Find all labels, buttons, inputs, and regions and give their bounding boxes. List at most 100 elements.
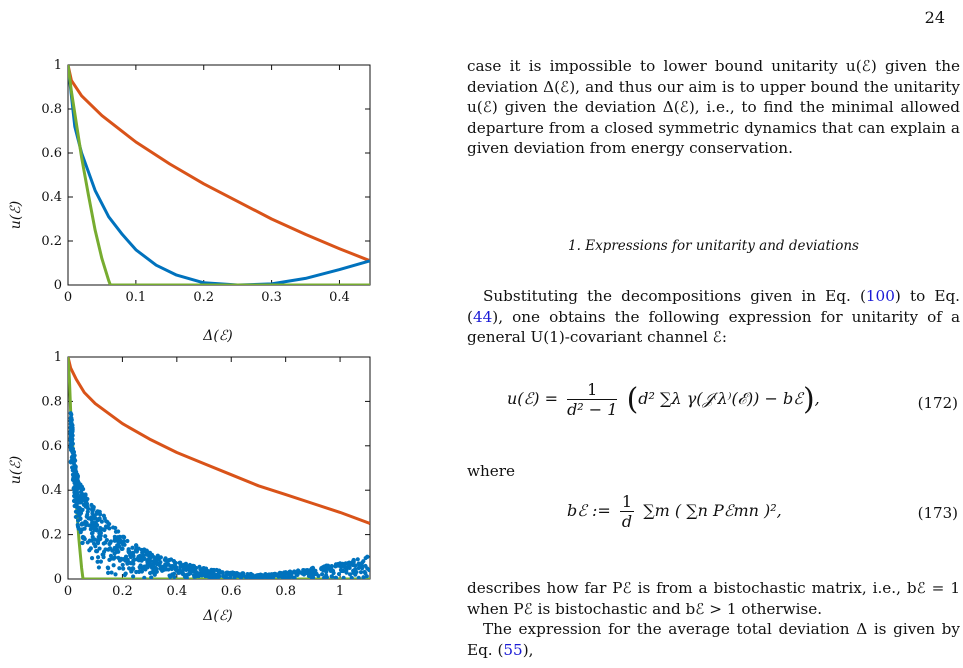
plot-top-axes: 0 0.2 0.4 0.6 0.8 1 0 0.1 0.2 0.3 0.4 bbox=[41, 58, 371, 305]
plot-bottom-scatter-point bbox=[90, 520, 95, 525]
eq172-frac-num: 1 bbox=[567, 380, 618, 400]
plot-bottom-scatter-point bbox=[116, 529, 121, 534]
plot-bottom-scatter-point bbox=[76, 518, 81, 523]
plot-bottom-scatter-point bbox=[80, 540, 85, 545]
plot-bottom-scatter-point bbox=[126, 547, 131, 552]
plot-bottom-scatter-point bbox=[296, 569, 301, 574]
plot-bottom-scatter-point bbox=[98, 533, 103, 538]
plot-top-ylabel: u(ℰ) bbox=[8, 201, 24, 229]
plot-top-ytick-label: 0.8 bbox=[41, 102, 62, 117]
page-number: 24 bbox=[924, 8, 945, 27]
plot-top-data bbox=[68, 65, 370, 285]
plot-bottom-scatter-point bbox=[339, 568, 344, 574]
plot-top-ytick-label: 1 bbox=[54, 58, 62, 73]
plot-bottom-scatter-point bbox=[120, 546, 125, 551]
plot-bottom-scatter-point bbox=[73, 458, 78, 463]
plot-bottom-series-line bbox=[68, 357, 370, 579]
plot-bottom-scatter-point bbox=[75, 472, 80, 477]
plot-bottom-scatter-point bbox=[347, 572, 353, 577]
plot-bottom-scatter-point bbox=[103, 524, 109, 529]
plot-bottom-scatter-point bbox=[361, 559, 366, 564]
plot-bottom-scatter-point bbox=[112, 546, 117, 552]
plot-bottom-scatter-point bbox=[238, 573, 243, 579]
ref-eq-44[interactable]: 44 bbox=[472, 307, 493, 326]
para2-part-b: ) to Eq. ( bbox=[467, 287, 961, 326]
plot-bottom-scatter-point bbox=[148, 554, 153, 559]
plot-bottom-scatter-point bbox=[144, 552, 149, 557]
plot-bottom-scatter-point bbox=[158, 560, 163, 565]
plot-bottom-scatter-point bbox=[293, 570, 298, 575]
plot-bottom-scatter-point bbox=[277, 573, 282, 578]
eq173-lhs: bℰ := bbox=[567, 501, 611, 520]
plot-bottom-scatter-point bbox=[98, 559, 104, 564]
plot-bottom-scatter-point bbox=[85, 540, 90, 545]
plot-bottom-scatter-point bbox=[129, 561, 134, 566]
plot-bottom-xtick-label: 1 bbox=[336, 584, 344, 599]
plot-bottom-scatter-point bbox=[108, 553, 114, 558]
plot-bottom-scatter-point bbox=[338, 564, 344, 570]
plot-bottom-scatter-point bbox=[356, 561, 361, 566]
plot-bottom-scatter-point bbox=[191, 566, 196, 571]
ref-eq-55[interactable]: 55 bbox=[503, 640, 523, 659]
plot-bottom-scatter-point bbox=[128, 554, 133, 560]
plot-bottom-scatter-point bbox=[154, 559, 159, 564]
paragraph-continued: case it is impossible to lower bound uni… bbox=[467, 57, 960, 157]
plot-bottom-scatter-point bbox=[125, 561, 130, 566]
plot-bottom-scatter-point bbox=[73, 514, 78, 520]
plot-bottom-scatter-point bbox=[168, 574, 173, 579]
plot-bottom-scatter-point bbox=[68, 439, 74, 444]
plot-bottom-ytick-label: 1 bbox=[54, 350, 62, 365]
where-word: where bbox=[467, 462, 516, 480]
plot-bottom-scatter-point bbox=[102, 527, 107, 533]
plot-bottom-scatter-point bbox=[183, 573, 188, 578]
eq173-frac-num: 1 bbox=[619, 492, 635, 512]
plot-bottom-scatter-point bbox=[107, 521, 112, 527]
plot-bottom-scatter-point bbox=[133, 543, 139, 548]
plot-bottom-scatter-point bbox=[131, 574, 136, 579]
plot-bottom-scatter-point bbox=[96, 539, 101, 544]
plot-bottom-scatter-point bbox=[109, 570, 114, 575]
plot-bottom-scatter-point bbox=[184, 563, 189, 568]
plot-bottom-series-line bbox=[68, 357, 370, 525]
plot-bottom-scatter-point bbox=[112, 551, 117, 556]
plot-bottom-scatter-point bbox=[283, 570, 288, 575]
plot-bottom-scatter-point bbox=[95, 559, 100, 564]
plot-bottom-scatter-point bbox=[364, 574, 369, 579]
plot-bottom-scatter-point bbox=[125, 558, 130, 563]
plot-bottom-scatter-point bbox=[356, 575, 361, 579]
plot-bottom-scatter-point bbox=[111, 556, 116, 561]
plot-bottom-scatter-point bbox=[351, 557, 356, 563]
plot-bottom-scatter-point bbox=[103, 547, 108, 552]
plot-bottom-scatter-point bbox=[365, 566, 370, 571]
plot-bottom-scatter-point bbox=[195, 570, 200, 576]
plot-bottom-xtick-label: 0.4 bbox=[166, 584, 187, 599]
plot-bottom-scatter-point bbox=[362, 569, 367, 575]
plot-bottom-scatter-point bbox=[329, 574, 335, 579]
eq172-frac-den: d² − 1 bbox=[567, 400, 618, 419]
plot-bottom-scatter-point bbox=[80, 507, 85, 512]
plot-bottom-scatter-point bbox=[113, 525, 118, 531]
plot-bottom-scatter-point bbox=[202, 570, 207, 575]
plot-top-xtick-label: 0.3 bbox=[261, 290, 282, 305]
plot-bottom-scatter-point bbox=[142, 556, 147, 562]
eq172-rhs: d² ∑λ γ(𝒥⁽λ⁾(ℰ)) − bℰ bbox=[638, 389, 803, 408]
eq173-number: (173) bbox=[917, 504, 958, 522]
eq173-frac-den: d bbox=[621, 512, 633, 531]
plot-bottom-ytick-label: 0.6 bbox=[41, 439, 62, 454]
plot-bottom-scatter-point bbox=[95, 523, 100, 528]
plot-bottom-scatter-point bbox=[355, 557, 360, 562]
plot-bottom-scatter-point bbox=[106, 570, 111, 576]
paragraph-bistochastic: describes how far Pℰ is from a bistochas… bbox=[467, 579, 960, 618]
plot-top-xtick-label: 0 bbox=[64, 290, 72, 305]
plot-bottom-scatter-point bbox=[346, 561, 351, 566]
plot-bottom-scatter-point bbox=[83, 493, 88, 498]
plot-top-xtick-label: 0.4 bbox=[329, 290, 350, 305]
plot-top-xlabel: Δ(ℰ) bbox=[202, 328, 233, 344]
plot-bottom-scatter-point bbox=[121, 566, 126, 571]
plot-top-ytick-label: 0.6 bbox=[41, 146, 62, 161]
paragraph-substitution: Substituting the decompositions given in… bbox=[467, 286, 960, 348]
plot-bottom-scatter-point bbox=[365, 554, 370, 559]
plot-bottom: 0 0.2 0.4 0.6 0.8 1 0 0.2 0.4 0.6 0.8 1 u(ℰ) Δ(ℰ) bbox=[8, 350, 371, 624]
ref-eq-100[interactable]: 100 bbox=[865, 287, 895, 305]
plot-bottom-scatter-point bbox=[171, 571, 177, 576]
